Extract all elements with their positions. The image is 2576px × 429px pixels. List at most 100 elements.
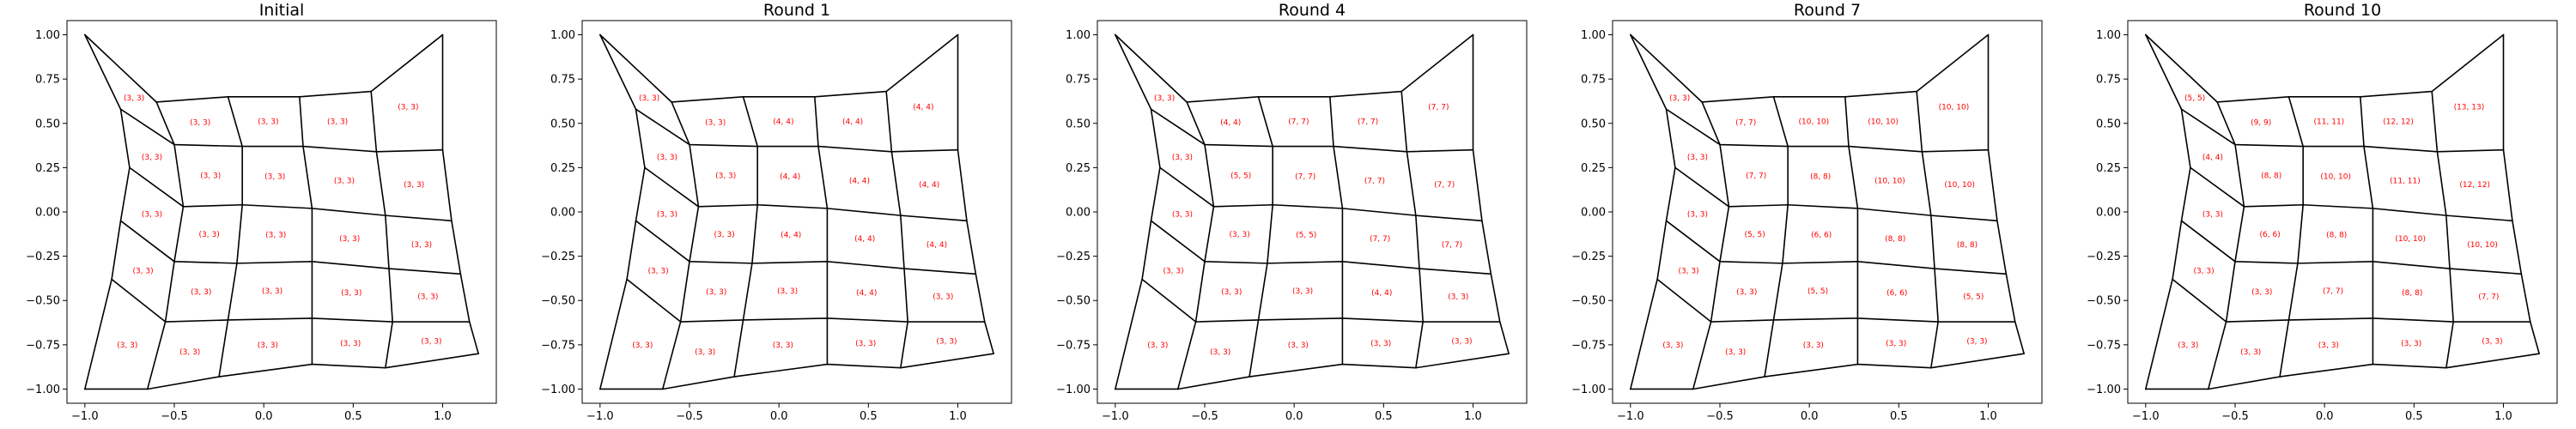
mesh-row-line <box>84 33 444 103</box>
cell-label: (3, 3) <box>773 341 793 350</box>
y-tick-label: 0.00 <box>550 207 575 220</box>
cell-label: (7, 7) <box>1428 104 1449 112</box>
mesh-column-line <box>1176 101 1215 390</box>
cell-label: (3, 3) <box>1210 348 1230 357</box>
mesh-column-line <box>1249 95 1273 378</box>
cell-label: (3, 3) <box>2482 338 2502 347</box>
cell-label: (5, 5) <box>2184 94 2205 103</box>
cell-label: (11, 11) <box>2390 177 2421 185</box>
cell-label: (3, 3) <box>258 341 278 350</box>
mesh-column-line <box>599 33 646 390</box>
y-tick-label: −0.75 <box>26 339 60 352</box>
cell-label: (6, 6) <box>1886 289 1907 298</box>
cell-label: (10, 10) <box>1868 118 1899 127</box>
cell-label: (3, 3) <box>855 340 876 348</box>
panel-title: Round 7 <box>1794 1 1861 20</box>
cell-label: (3, 3) <box>639 94 659 103</box>
cell-label: (7, 7) <box>1288 118 1309 127</box>
cell-label: (7, 7) <box>1735 119 1756 128</box>
cell-label: (3, 3) <box>258 118 278 127</box>
cell-label: (3, 3) <box>695 348 715 357</box>
cell-label: (3, 3) <box>657 154 677 162</box>
y-tick-label: −0.75 <box>1571 339 1606 352</box>
cell-label: (8, 8) <box>2261 172 2281 181</box>
y-tick-label: −0.50 <box>541 295 575 308</box>
y-tick-label: −0.75 <box>1056 339 1091 352</box>
cell-label: (3, 3) <box>1172 154 1193 162</box>
cell-label: (3, 3) <box>1678 268 1698 276</box>
cell-label: (3, 3) <box>647 268 668 276</box>
cell-label: (3, 3) <box>404 181 424 190</box>
x-tick-label: 0.5 <box>1375 410 1393 423</box>
cell-label: (3, 3) <box>265 231 286 239</box>
mesh-column-line <box>441 33 479 354</box>
y-tick-label: 1.00 <box>550 29 575 42</box>
cell-label: (3, 3) <box>1147 341 1168 350</box>
y-tick-label: −1.00 <box>1056 384 1091 396</box>
cell-label: (3, 3) <box>2202 211 2223 220</box>
cell-label: (3, 3) <box>417 293 438 302</box>
panel-title: Round 10 <box>2304 1 2381 20</box>
cell-label: (3, 3) <box>1966 338 1987 347</box>
cell-label: (3, 3) <box>657 211 677 220</box>
y-tick-label: −0.50 <box>1056 295 1091 308</box>
cell-label: (4, 4) <box>781 231 801 239</box>
cell-label: (7, 7) <box>2323 287 2343 296</box>
mesh-row-line <box>2180 108 2505 153</box>
x-tick-label: −1.0 <box>1102 410 1129 423</box>
mesh-row-line <box>2190 166 2513 222</box>
cell-label: (3, 3) <box>124 94 144 103</box>
mesh-row-line <box>84 353 479 390</box>
x-tick-label: 1.0 <box>1464 410 1482 423</box>
cell-label: (3, 3) <box>1451 338 1472 347</box>
mesh-row-line <box>1115 353 1510 390</box>
x-tick-label: 0.0 <box>1801 410 1819 423</box>
mesh <box>599 33 994 390</box>
mesh-column-line <box>2502 33 2540 354</box>
cell-label: (3, 3) <box>2318 341 2339 350</box>
cell-label: (7, 7) <box>1434 181 1455 190</box>
x-tick-label: −1.0 <box>586 410 614 423</box>
cell-label: (3, 3) <box>1154 94 1175 103</box>
cell-label: (3, 3) <box>262 287 283 296</box>
mesh-row-line <box>1665 108 1990 153</box>
x-tick-label: 1.0 <box>434 410 452 423</box>
mesh-row-line <box>1630 353 2025 390</box>
cell-label: (3, 3) <box>933 293 953 302</box>
cell-label: (3, 3) <box>1292 287 1313 296</box>
mesh <box>1115 33 1510 390</box>
cell-label: (5, 5) <box>1963 293 1984 302</box>
cell-label: (4, 4) <box>927 241 947 250</box>
mesh-row-line <box>2180 220 2523 275</box>
y-tick-label: −0.50 <box>2087 295 2121 308</box>
cell-label: (8, 8) <box>2402 289 2422 298</box>
cell-label: (3, 3) <box>715 172 736 181</box>
cell-label: (8, 8) <box>2326 231 2347 239</box>
panel-5: Round 10 −1.0 −0.5 0.0 0.5 1.0 1.00 0.75 0.50 0.2… <box>2087 1 2558 423</box>
panel-title: Initial <box>259 1 305 20</box>
panel-4: Round 7 −1.0 −0.5 0.0 0.5 1.0 1.00 0.75 0.50 0.25… <box>1571 1 2043 423</box>
x-tick-label: 0.5 <box>344 410 362 423</box>
cell-label: (3, 3) <box>1687 211 1708 220</box>
cell-label: (3, 3) <box>200 172 221 181</box>
cell-label: (10, 10) <box>2395 235 2426 244</box>
mesh-column-line <box>1400 90 1424 369</box>
cell-label: (10, 10) <box>2320 173 2351 182</box>
y-tick-label: −0.25 <box>1056 251 1091 263</box>
y-tick-label: 0.25 <box>550 162 575 175</box>
mesh-column-line <box>1692 101 1730 390</box>
mesh-column-line <box>1987 33 2025 354</box>
panel-3: Round 4 −1.0 −0.5 0.0 0.5 1.0 1.00 0.75 0.50 0.25… <box>1056 1 1528 423</box>
cell-label: (10, 10) <box>1799 118 1830 127</box>
cell-label: (3, 3) <box>2240 348 2261 357</box>
x-tick-label: 0.5 <box>2405 410 2423 423</box>
cell-label: (3, 3) <box>334 177 355 185</box>
mesh-column-line <box>1764 95 1789 378</box>
y-tick-label: −0.75 <box>541 339 575 352</box>
x-tick-label: −0.5 <box>161 410 188 423</box>
cell-label: (3, 3) <box>142 211 162 220</box>
x-tick-label: 1.0 <box>1979 410 1997 423</box>
panel-2: Round 1 −1.0 −0.5 0.0 0.5 1.0 1.00 0.75 0.50 0.25… <box>541 1 1012 423</box>
x-tick-label: 1.0 <box>949 410 967 423</box>
cell-label: (3, 3) <box>1736 288 1757 297</box>
